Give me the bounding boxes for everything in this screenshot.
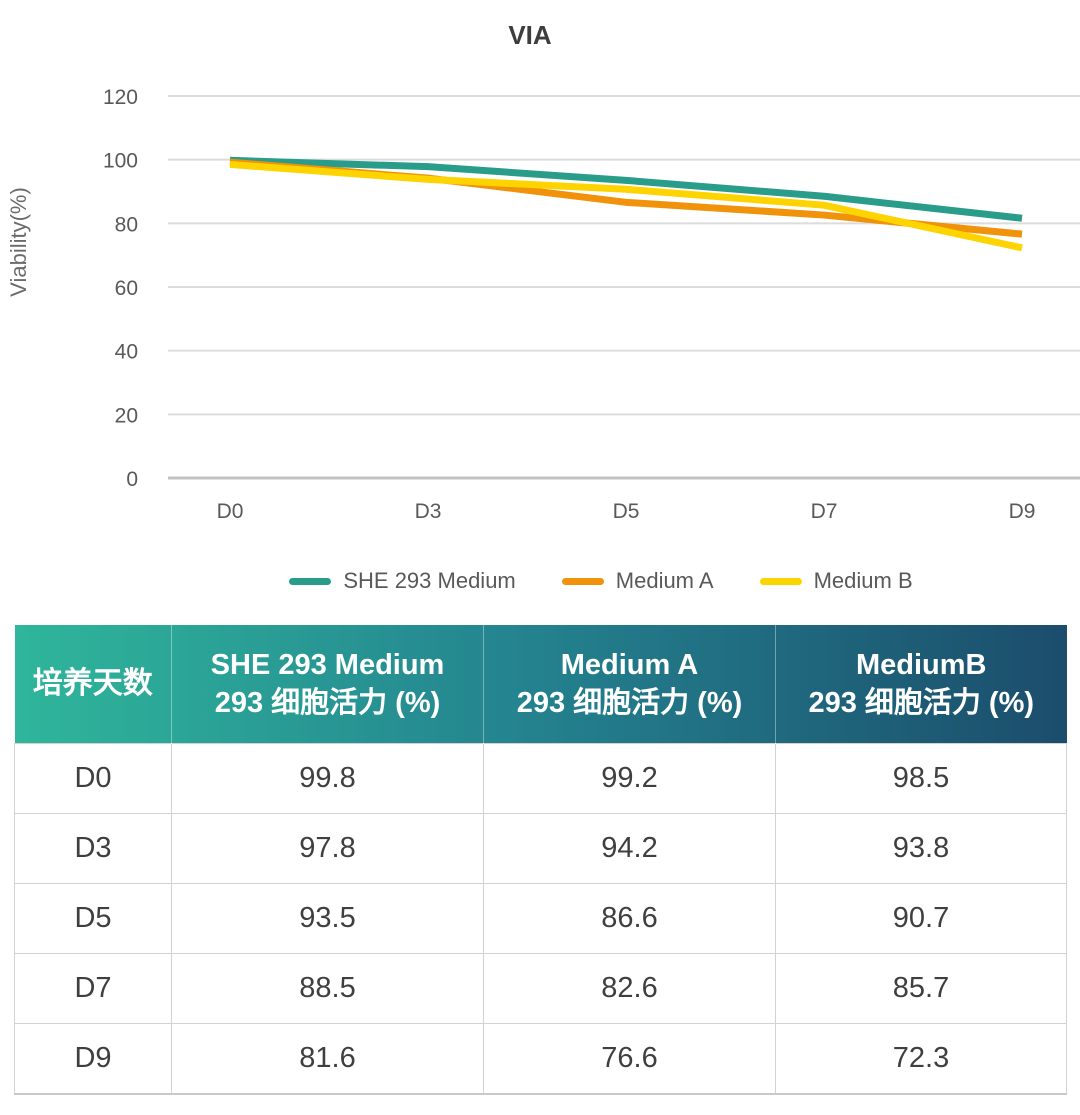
- cell-value: 94.2: [483, 812, 776, 884]
- legend-item-she-293-medium: SHE 293 Medium: [289, 568, 516, 594]
- table-row-d7: D7 88.5 82.6 85.7: [14, 952, 1067, 1024]
- y-tick-label-20: 20: [115, 404, 138, 427]
- x-tick-label-d5: D5: [613, 500, 640, 523]
- cell-value: 85.7: [775, 952, 1067, 1024]
- cell-day: D3: [14, 812, 172, 884]
- x-axis-ticks: D0 D3 D5 D7 D9: [217, 500, 1036, 523]
- legend-label: Medium B: [813, 568, 913, 593]
- table-header: 培养天数 SHE 293 Medium 293 细胞活力 (%) Medium …: [14, 625, 1067, 743]
- cell-value: 93.5: [171, 882, 484, 954]
- viability-line-chart: VIA 0 20 40 60 80 100 120 D0 D3 D5 D7 D9 Viability…: [6, 20, 1080, 523]
- y-axis-label: Viability(%): [6, 187, 31, 297]
- cell-day: D7: [14, 952, 172, 1024]
- legend-swatch-she-293-medium: [289, 577, 332, 585]
- cell-value: 99.8: [171, 742, 484, 814]
- y-tick-label-100: 100: [103, 150, 138, 173]
- cell-day: D9: [14, 1022, 172, 1095]
- x-tick-label-d0: D0: [217, 500, 244, 523]
- table-header-row: 培养天数 SHE 293 Medium 293 细胞活力 (%) Medium …: [14, 625, 1067, 743]
- y-tick-label-40: 40: [115, 341, 138, 364]
- y-axis-ticks: 0 20 40 60 80 100 120: [103, 86, 138, 491]
- cell-value: 72.3: [775, 1022, 1067, 1095]
- header-line2: 293 细胞活力 (%): [516, 686, 743, 719]
- legend-swatch-medium-a: [561, 577, 604, 585]
- header-cell-she-293-medium: SHE 293 Medium 293 细胞活力 (%): [171, 625, 484, 743]
- table-row-d9: D9 81.6 76.6 72.3: [14, 1022, 1067, 1095]
- cell-value: 76.6: [483, 1022, 776, 1095]
- y-tick-label-0: 0: [126, 468, 138, 491]
- x-tick-label-d3: D3: [415, 500, 442, 523]
- header-cell-medium-b: MediumB 293 细胞活力 (%): [775, 625, 1067, 743]
- y-tick-label-120: 120: [103, 86, 138, 109]
- y-tick-label-80: 80: [115, 213, 138, 236]
- chart-series: [229, 156, 1023, 252]
- cell-day: D0: [14, 742, 172, 814]
- cell-value: 98.5: [775, 742, 1067, 814]
- legend-label: Medium A: [615, 568, 714, 593]
- chart-title: VIA: [508, 20, 552, 50]
- header-cell-medium-a: Medium A 293 细胞活力 (%): [483, 625, 776, 743]
- viability-data-table: 培养天数 SHE 293 Medium 293 细胞活力 (%) Medium …: [14, 625, 1067, 1095]
- gridlines: [168, 95, 1080, 480]
- legend-label: SHE 293 Medium: [343, 568, 516, 593]
- table-row-d0: D0 99.8 99.2 98.5: [14, 742, 1067, 814]
- header-line1: Medium A: [560, 648, 699, 681]
- legend-item-medium-b: Medium B: [759, 568, 913, 594]
- header-line2: 293 细胞活力 (%): [808, 686, 1035, 719]
- x-tick-label-d9: D9: [1009, 500, 1036, 523]
- header-line1: MediumB: [856, 648, 987, 681]
- chart-legend: SHE 293 Medium Medium A Medium B: [0, 567, 1080, 595]
- cell-value: 99.2: [483, 742, 776, 814]
- cell-value: 90.7: [775, 882, 1067, 954]
- series-line-medium-b: [229, 160, 1023, 252]
- legend-swatch-medium-b: [759, 577, 802, 585]
- cell-value: 88.5: [171, 952, 484, 1024]
- header-line2: 293 细胞活力 (%): [214, 686, 441, 719]
- cell-value: 82.6: [483, 952, 776, 1024]
- header-days-label: 培养天数: [32, 666, 153, 700]
- table-row-d3: D3 97.8 94.2 93.8: [14, 812, 1067, 884]
- x-tick-label-d7: D7: [811, 500, 838, 523]
- table-body: D0 99.8 99.2 98.5 D3 97.8 94.2 93.8 D5 9…: [14, 742, 1067, 1095]
- header-line1: SHE 293 Medium: [210, 648, 445, 681]
- cell-day: D5: [14, 882, 172, 954]
- header-cell-days: 培养天数: [15, 625, 172, 743]
- cell-value: 86.6: [483, 882, 776, 954]
- cell-value: 97.8: [171, 812, 484, 884]
- series-line-she-293-medium: [229, 156, 1023, 222]
- cell-value: 81.6: [171, 1022, 484, 1095]
- table-row-d5: D5 93.5 86.6 90.7: [14, 882, 1067, 954]
- legend-item-medium-a: Medium A: [561, 568, 714, 594]
- cell-value: 93.8: [775, 812, 1067, 884]
- y-tick-label-60: 60: [115, 277, 138, 300]
